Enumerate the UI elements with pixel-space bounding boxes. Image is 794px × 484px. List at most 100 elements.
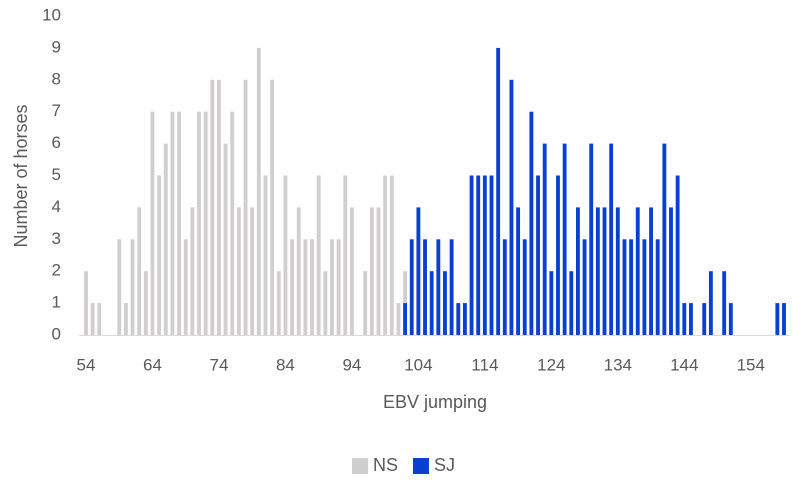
bar-ns-87	[303, 239, 308, 335]
bar-sj-122	[536, 175, 540, 335]
bar-ns-70	[190, 207, 195, 335]
bar-sj-103	[409, 239, 414, 335]
bar-sj-113	[476, 175, 481, 335]
legend-swatch-ns	[352, 458, 368, 474]
bar-sj-112	[469, 175, 474, 335]
y-tick-label: 2	[52, 261, 61, 280]
bar-ns-91	[330, 239, 334, 335]
bar-sj-144	[682, 303, 687, 335]
bar-ns-66	[163, 143, 168, 335]
bar-ns-99	[383, 175, 388, 335]
x-tick-label: 154	[737, 355, 765, 374]
y-axis-ticks: 0 1 2 3 4 5 6 7 8 9 10	[42, 5, 61, 343]
bar-ns-60	[123, 303, 128, 335]
bars-layer	[84, 47, 786, 336]
y-tick-label: 3	[52, 229, 61, 248]
x-tick-label: 114	[471, 355, 498, 374]
bar-ns-62	[137, 207, 142, 335]
bar-ns-76	[230, 111, 235, 335]
bar-ns-77	[236, 207, 241, 335]
bar-sj-114	[482, 175, 487, 335]
y-tick-label: 8	[52, 69, 61, 88]
bar-sj-105	[423, 239, 427, 335]
bar-sj-125	[556, 175, 560, 335]
bar-ns-93	[343, 175, 348, 335]
bar-sj-158	[775, 303, 780, 335]
bar-sj-116	[496, 47, 501, 336]
bar-sj-140	[655, 239, 660, 335]
bar-ns-54	[84, 271, 88, 335]
bar-sj-136	[629, 239, 634, 335]
bar-ns-61	[130, 239, 135, 335]
x-tick-label: 54	[77, 355, 96, 374]
y-tick-label: 10	[42, 5, 61, 24]
bar-ns-69	[183, 239, 188, 335]
x-tick-label: 104	[404, 355, 432, 374]
bar-ns-67	[170, 111, 175, 335]
bar-sj-150	[722, 271, 727, 335]
bar-ns-84	[283, 175, 288, 335]
bar-sj-138	[642, 239, 647, 335]
bar-sj-117	[502, 239, 507, 335]
y-tick-label: 1	[52, 293, 61, 312]
bar-ns-73	[210, 79, 215, 335]
bar-sj-121	[529, 111, 534, 335]
y-tick-label: 5	[52, 165, 61, 184]
bar-sj-108	[443, 271, 447, 335]
bar-sj-147	[702, 303, 707, 335]
y-tick-label: 4	[52, 197, 61, 216]
bar-sj-129	[582, 239, 587, 335]
bar-sj-120	[522, 239, 527, 335]
x-tick-label: 84	[276, 355, 295, 374]
bar-ns-88	[310, 239, 314, 335]
bar-ns-80	[256, 47, 261, 336]
x-tick-label: 64	[143, 355, 162, 374]
bar-ns-83	[276, 271, 281, 335]
bar-sj-135	[622, 239, 627, 335]
bar-sj-133	[609, 143, 614, 335]
bar-sj-124	[549, 271, 554, 335]
bar-sj-104	[416, 207, 421, 335]
bar-ns-63	[143, 271, 148, 335]
bar-ns-72	[203, 111, 208, 335]
bar-ns-85	[290, 239, 295, 335]
bar-ns-94	[349, 207, 354, 335]
bar-sj-123	[542, 143, 547, 335]
x-tick-label: 134	[604, 355, 632, 374]
bar-sj-127	[569, 271, 574, 335]
bar-sj-128	[576, 207, 580, 335]
bar-ns-71	[197, 111, 201, 335]
bar-ns-68	[177, 111, 181, 335]
x-axis-ticks: 54 64 74 84 94 104 114 124 134 144 154	[77, 355, 765, 374]
bar-sj-110	[456, 303, 461, 335]
bar-sj-118	[509, 79, 514, 335]
bar-sj-106	[429, 271, 434, 335]
bar-ns-96	[363, 271, 368, 335]
y-tick-label: 7	[52, 101, 61, 120]
bar-sj-102	[403, 303, 408, 335]
bar-ns-98	[376, 207, 381, 335]
bar-sj-111	[462, 303, 467, 335]
y-axis-title: Number of horses	[11, 104, 31, 247]
y-tick-label: 0	[52, 324, 61, 343]
bar-sj-132	[602, 207, 607, 335]
bar-ns-97	[369, 207, 374, 335]
bar-ns-82	[270, 79, 275, 335]
x-axis-title: EBV jumping	[383, 392, 487, 412]
bar-ns-101	[396, 303, 401, 335]
bar-sj-134	[615, 207, 620, 335]
bar-sj-107	[436, 239, 441, 335]
legend: NS SJ	[352, 455, 455, 475]
bar-ns-89	[316, 175, 321, 335]
legend-swatch-sj	[413, 458, 429, 474]
bar-sj-159	[782, 303, 786, 335]
x-tick-label: 94	[342, 355, 361, 374]
x-tick-label: 74	[209, 355, 228, 374]
y-tick-label: 6	[52, 133, 61, 152]
bar-sj-143	[675, 175, 680, 335]
bar-sj-131	[595, 207, 600, 335]
bar-sj-119	[516, 207, 521, 335]
legend-label-sj: SJ	[434, 455, 455, 475]
